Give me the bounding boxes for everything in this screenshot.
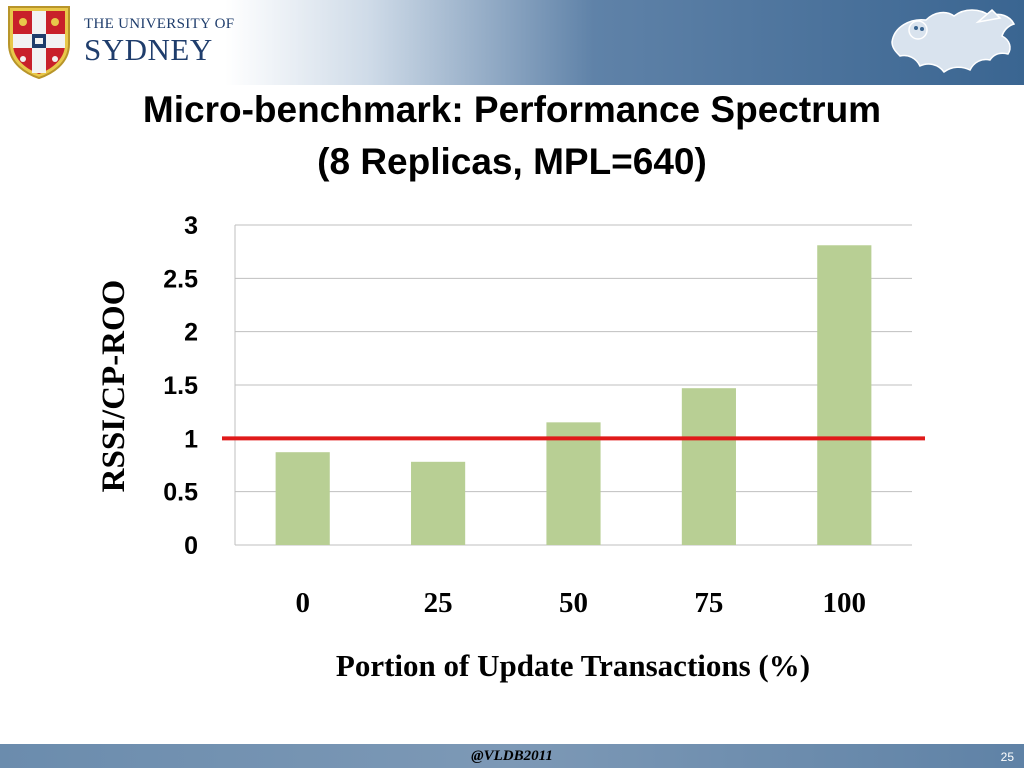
x-tick-label: 100 — [823, 587, 867, 619]
y-tick-label: 2.5 — [163, 265, 198, 293]
x-tick-label: 50 — [559, 587, 588, 619]
x-axis-label: Portion of Update Transactions (%) — [336, 648, 810, 683]
university-name-line2: SYDNEY — [84, 32, 213, 67]
y-axis-label: RSSI/CP-ROO — [96, 280, 132, 493]
bar-75 — [681, 388, 736, 545]
university-crest-icon — [8, 6, 70, 80]
y-tick-label: 2 — [184, 319, 198, 347]
slide-title: Micro-benchmark: Performance Spectrum (8… — [0, 84, 1024, 188]
bar-100 — [817, 245, 872, 545]
slide-title-line1: Micro-benchmark: Performance Spectrum — [142, 89, 882, 130]
bar-25 — [411, 461, 466, 545]
y-tick-label: 3 — [184, 212, 198, 240]
footer-venue: @VLDB2011 — [471, 748, 553, 764]
footer-band — [0, 744, 1024, 768]
header-band — [0, 0, 1024, 85]
x-tick-label: 75 — [694, 587, 723, 619]
y-tick-label: 0.5 — [163, 479, 198, 507]
bar-50 — [546, 422, 601, 545]
y-tick-label: 1 — [184, 425, 198, 453]
bar-chart: 0 0.5 1 1.5 2 2.5 3 0 25 50 75 100 Portion of Update… — [96, 212, 925, 683]
x-tick-label: 0 — [295, 587, 310, 619]
bar-0 — [275, 452, 330, 545]
lion-emblem-icon — [891, 8, 1016, 74]
slide-title-line2: (8 Replicas, MPL=640) — [317, 141, 707, 182]
page-number: 25 — [1000, 750, 1014, 764]
y-tick-label: 0 — [184, 532, 198, 560]
y-tick-label: 1.5 — [163, 372, 198, 400]
university-name-line1: THE UNIVERSITY OF — [84, 16, 235, 32]
x-tick-label: 25 — [424, 587, 453, 619]
